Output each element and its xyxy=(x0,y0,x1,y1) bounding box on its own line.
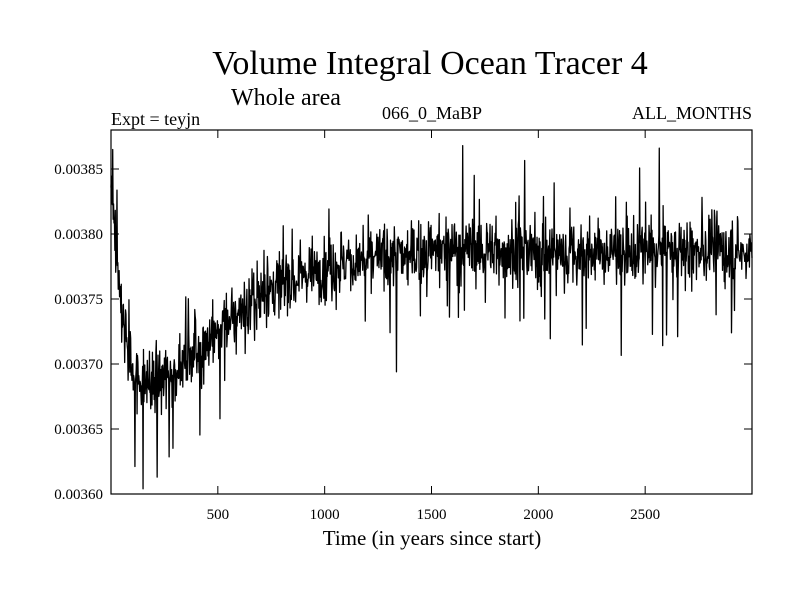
y-tick-label: 0.00370 xyxy=(54,357,103,373)
y-tick-label: 0.00375 xyxy=(54,292,103,308)
x-tick-label: 1000 xyxy=(310,507,340,523)
chart-title: Volume Integral Ocean Tracer 4 xyxy=(212,45,648,82)
x-axis-ticks: 500 1000 1500 2000 2500 xyxy=(207,130,660,523)
y-tick-label: 0.00360 xyxy=(54,487,103,503)
x-tick-label: 2500 xyxy=(630,507,660,523)
series-line xyxy=(110,144,753,490)
x-tick-label: 500 xyxy=(207,507,230,523)
chart-subtitle: Whole area xyxy=(231,85,341,111)
period-label: ALL_MONTHS xyxy=(632,103,752,123)
x-tick-label: 1500 xyxy=(417,507,447,523)
run-label: 066_0_MaBP xyxy=(382,103,482,123)
y-tick-label: 0.00365 xyxy=(54,422,103,438)
x-axis-label: Time (in years since start) xyxy=(323,526,542,550)
y-tick-label: 0.00385 xyxy=(54,162,103,178)
x-tick-label: 2000 xyxy=(523,507,553,523)
y-tick-label: 0.00380 xyxy=(54,227,103,243)
plot-frame xyxy=(110,129,753,495)
experiment-label: Expt = teyjn xyxy=(111,109,200,129)
